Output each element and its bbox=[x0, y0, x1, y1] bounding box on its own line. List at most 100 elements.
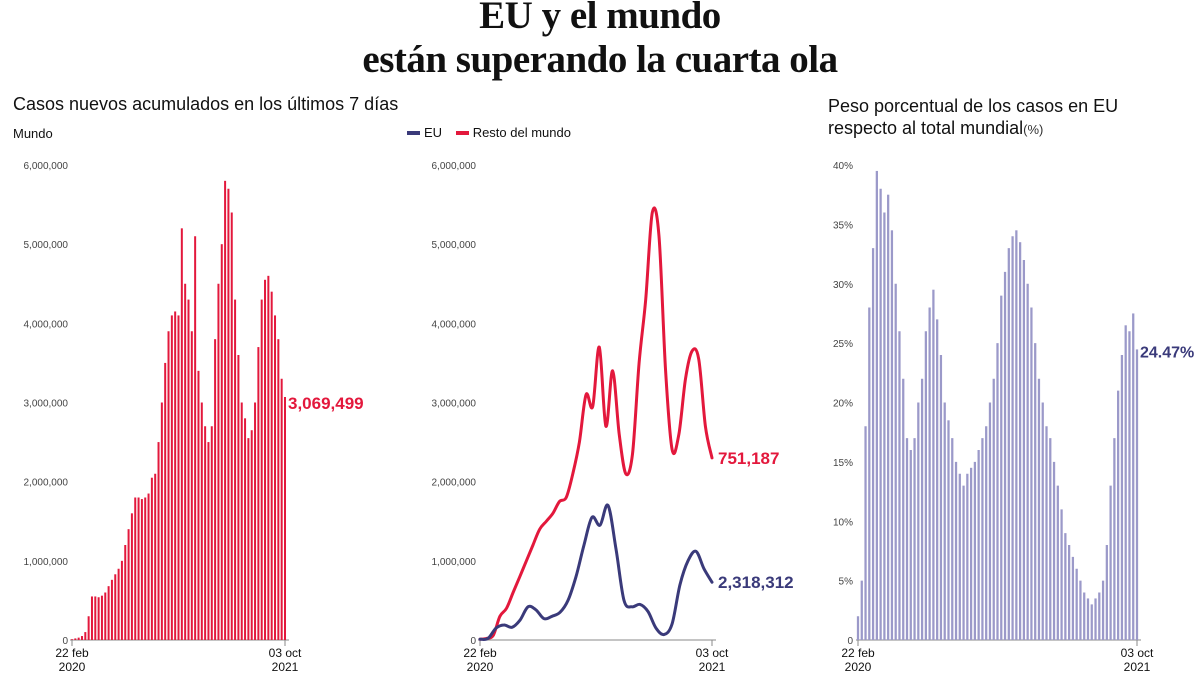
bar-2-20 bbox=[932, 289, 935, 640]
bar-2-38 bbox=[1000, 295, 1003, 641]
main-title-line2: están superando la cuarta ola bbox=[362, 38, 838, 81]
bar-2-8 bbox=[887, 194, 890, 640]
bar-2-50 bbox=[1045, 426, 1048, 640]
x-start-label-2: 22 feb bbox=[841, 646, 875, 660]
line-eu bbox=[478, 503, 714, 641]
bar-0-5 bbox=[87, 616, 90, 640]
y-tick-label-0-1: 1,000,000 bbox=[24, 557, 69, 568]
bar-0-56 bbox=[257, 347, 260, 640]
x-end-year-2: 2021 bbox=[1124, 660, 1151, 674]
bar-2-48 bbox=[1037, 378, 1041, 640]
bar-0-63 bbox=[280, 378, 283, 640]
bar-2-13 bbox=[905, 438, 909, 641]
bar-2-23 bbox=[943, 402, 946, 640]
bar-0-4 bbox=[84, 632, 87, 640]
legend-label-resto: Resto del mundo bbox=[472, 125, 571, 140]
bar-2-2 bbox=[864, 426, 867, 640]
bar-0-50 bbox=[237, 355, 240, 640]
bar-0-10 bbox=[104, 592, 107, 640]
bar-2-26 bbox=[954, 461, 958, 641]
bar-0-16 bbox=[124, 545, 127, 640]
bar-0-59 bbox=[267, 275, 270, 640]
x-start-year-0: 2020 bbox=[59, 660, 86, 674]
bar-0-25 bbox=[154, 473, 157, 640]
y-tick-label-0-4: 4,000,000 bbox=[24, 319, 69, 330]
bar-2-49 bbox=[1041, 402, 1044, 640]
right-section-title-line2: respecto al total mundial bbox=[828, 118, 1024, 138]
bar-0-41 bbox=[207, 442, 210, 640]
bar-0-20 bbox=[137, 497, 140, 640]
bar-2-70 bbox=[1120, 355, 1124, 640]
bar-0-47 bbox=[227, 188, 230, 640]
bar-0-24 bbox=[150, 477, 153, 640]
bar-0-38 bbox=[197, 370, 200, 640]
bar-2-32 bbox=[977, 450, 980, 640]
main-title: EU y el mundo están superando la cuarta … bbox=[0, 0, 1200, 82]
bar-2-47 bbox=[1034, 343, 1037, 641]
bar-2-39 bbox=[1003, 271, 1007, 641]
bar-2-72 bbox=[1128, 331, 1131, 640]
bar-2-14 bbox=[909, 450, 912, 640]
bar-2-10 bbox=[894, 283, 897, 640]
bar-0-32 bbox=[177, 315, 180, 640]
end-label-mundo: 3,069,499 bbox=[288, 394, 364, 413]
bar-0-52 bbox=[244, 418, 247, 640]
line-resto-del-mundo bbox=[478, 206, 714, 641]
bar-0-60 bbox=[270, 291, 273, 640]
y-tick-label-2-5: 25% bbox=[833, 339, 853, 350]
bar-0-21 bbox=[140, 499, 143, 640]
bar-2-19 bbox=[928, 307, 931, 640]
bar-0-33 bbox=[180, 228, 183, 640]
x-end-label-2: 03 oct bbox=[1121, 646, 1154, 660]
legend-swatch-resto bbox=[455, 130, 469, 135]
bar-0-40 bbox=[204, 426, 207, 640]
legend-item-resto: Resto del mundo bbox=[455, 125, 571, 140]
bar-2-4 bbox=[871, 248, 875, 641]
bar-0-17 bbox=[127, 529, 130, 640]
bar-0-36 bbox=[190, 331, 193, 640]
bar-2-17 bbox=[920, 378, 924, 640]
bar-2-74 bbox=[1135, 349, 1139, 640]
legend-item-eu: EU bbox=[407, 125, 442, 140]
end-label-percentage: 24.47% bbox=[1140, 344, 1194, 361]
y-tick-label-1-2: 2,000,000 bbox=[432, 478, 477, 489]
bar-2-64 bbox=[1098, 592, 1101, 640]
bar-0-3 bbox=[80, 636, 83, 640]
bar-0-53 bbox=[247, 438, 250, 641]
bar-2-68 bbox=[1113, 438, 1116, 641]
bar-2-30 bbox=[969, 467, 973, 640]
bar-0-13 bbox=[114, 574, 117, 640]
y-tick-label-0-2: 2,000,000 bbox=[24, 478, 69, 489]
bar-0-30 bbox=[170, 315, 173, 640]
y-tick-label-1-6: 6,000,000 bbox=[432, 161, 477, 172]
bar-0-55 bbox=[254, 402, 257, 640]
bar-0-34 bbox=[184, 283, 187, 640]
y-tick-label-0-0: 0 bbox=[62, 636, 68, 647]
bar-0-44 bbox=[217, 283, 220, 640]
bar-2-9 bbox=[890, 230, 894, 640]
bar-2-31 bbox=[973, 461, 977, 641]
bar-2-67 bbox=[1109, 485, 1112, 641]
end-label-resto: 751,187 bbox=[718, 449, 779, 468]
y-tick-label-1-0: 0 bbox=[470, 636, 476, 647]
bar-2-1 bbox=[860, 580, 863, 641]
bar-0-26 bbox=[157, 442, 160, 640]
bar-0-7 bbox=[94, 596, 97, 640]
bar-0-54 bbox=[250, 430, 253, 640]
bar-2-71 bbox=[1124, 325, 1127, 640]
bar-2-6 bbox=[879, 188, 882, 640]
bar-2-56 bbox=[1068, 545, 1071, 640]
bar-0-2 bbox=[77, 637, 80, 641]
bar-2-11 bbox=[898, 331, 901, 640]
x-end-label-0: 03 oct bbox=[269, 646, 302, 660]
bar-0-46 bbox=[224, 180, 227, 640]
bar-0-43 bbox=[214, 339, 217, 640]
bar-0-23 bbox=[147, 493, 150, 640]
bar-2-43 bbox=[1018, 242, 1022, 640]
bar-2-18 bbox=[924, 331, 927, 640]
mundo-subtitle: Mundo bbox=[13, 126, 53, 141]
bar-2-63 bbox=[1094, 598, 1097, 640]
bar-0-12 bbox=[110, 579, 113, 640]
bar-0-9 bbox=[100, 595, 103, 640]
y-tick-label-2-6: 30% bbox=[833, 280, 853, 291]
